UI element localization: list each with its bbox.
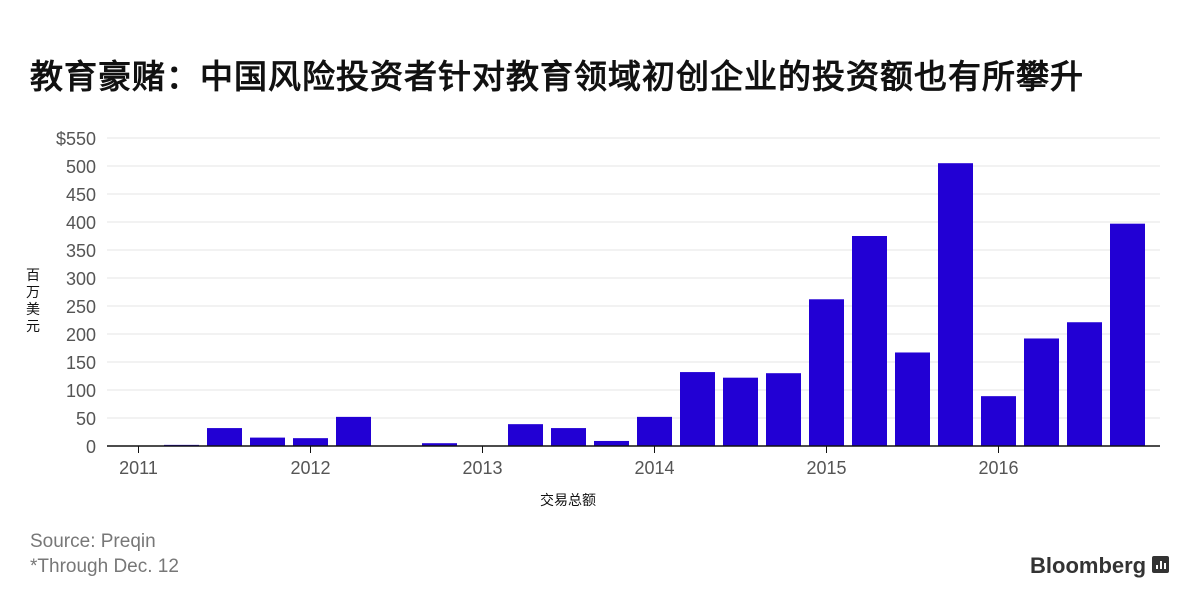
y-tick-label: $550 <box>56 129 96 149</box>
bar <box>1024 338 1059 446</box>
bar <box>594 440 629 446</box>
bloomberg-logo: Bloomberg <box>1030 553 1147 578</box>
x-tick-label: 2015 <box>806 458 846 478</box>
bar <box>680 372 715 446</box>
bar <box>1067 322 1102 446</box>
bar <box>336 416 371 446</box>
bar <box>508 424 543 446</box>
bar <box>938 163 973 446</box>
x-axis-label: 交易总额 <box>540 493 596 509</box>
bar <box>809 299 844 446</box>
x-tick-label: 2012 <box>290 458 330 478</box>
bar <box>551 428 586 446</box>
y-axis-label: 百万美元 <box>26 268 40 335</box>
chart-title: 教育豪赌：中国风险投资者针对教育领域初创企业的投资额也有所攀升 <box>30 57 1084 96</box>
x-tick-label: 2011 <box>119 458 158 478</box>
bar <box>293 438 328 446</box>
bar <box>981 396 1016 446</box>
bar <box>422 443 457 446</box>
bar <box>766 373 801 446</box>
y-tick-label: 250 <box>66 297 96 317</box>
bar <box>207 428 242 446</box>
bar <box>723 377 758 446</box>
y-tick-label: 450 <box>66 185 96 205</box>
source-note: Source: Preqin <box>30 531 156 552</box>
y-tick-label: 350 <box>66 241 96 261</box>
bloomberg-chart-icon <box>1152 556 1169 573</box>
x-tick-label: 2016 <box>978 458 1018 478</box>
bar <box>250 437 285 446</box>
bar <box>637 416 672 446</box>
y-tick-label: 150 <box>66 353 96 373</box>
x-tick-label: 2014 <box>634 458 674 478</box>
bar <box>895 352 930 446</box>
x-tick-label: 2013 <box>462 458 502 478</box>
y-tick-label: 0 <box>86 437 96 457</box>
y-tick-label: 100 <box>66 381 96 401</box>
y-tick-label: 50 <box>76 409 96 429</box>
bar <box>852 236 887 446</box>
y-tick-label: 200 <box>66 325 96 345</box>
y-tick-label: 400 <box>66 213 96 233</box>
footnote: *Through Dec. 12 <box>30 556 179 577</box>
y-tick-label: 500 <box>66 157 96 177</box>
y-tick-label: 300 <box>66 269 96 289</box>
bar <box>1110 223 1145 446</box>
